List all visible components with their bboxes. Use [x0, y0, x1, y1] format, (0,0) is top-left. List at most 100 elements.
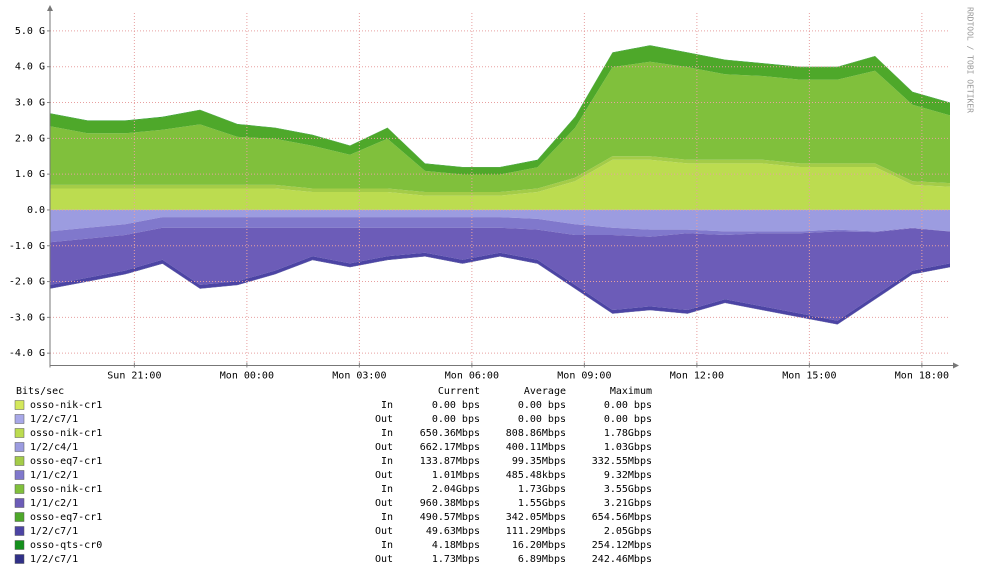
legend-current: 0.00 bps: [432, 414, 480, 425]
x-tick-label: Mon 09:00: [557, 371, 611, 382]
area: [50, 217, 950, 243]
y-tick-label: 1.0 G: [15, 169, 45, 180]
legend-name: osso-eq7-cr1: [30, 512, 102, 523]
legend-maximum: 242.46Mbps: [592, 554, 652, 565]
legend-swatch: [14, 484, 25, 494]
legend-swatch: [14, 512, 25, 522]
legend-maximum: 3.55Gbps: [604, 484, 652, 495]
x-tick-label: Mon 12:00: [670, 371, 724, 382]
side-note: RRDTOOL / TOBI OETIKER: [966, 7, 975, 113]
legend-swatch: [14, 400, 25, 410]
legend-average: 808.86Mbps: [506, 428, 566, 439]
legend-swatch: [14, 456, 25, 466]
area: [50, 159, 950, 210]
legend-current: 960.38Mbps: [420, 498, 480, 509]
legend-average: 16.20Mbps: [512, 540, 566, 551]
legend-maximum: 0.00 bps: [604, 414, 652, 425]
x-tick-label: Mon 06:00: [445, 371, 499, 382]
legend-current: 49.63Mbps: [426, 526, 480, 537]
legend-direction: Out: [375, 526, 393, 537]
legend-average: 0.00 bps: [518, 414, 566, 425]
x-tick-label: Mon 03:00: [332, 371, 386, 382]
legend-average: 99.35Mbps: [512, 456, 566, 467]
legend-average: 111.29Mbps: [506, 526, 566, 537]
legend-current: 650.36Mbps: [420, 428, 480, 439]
legend-current: 133.87Mbps: [420, 456, 480, 467]
legend-direction: Out: [375, 414, 393, 425]
legend-name: 1/2/c7/1: [30, 554, 78, 565]
x-tick-label: Mon 00:00: [220, 371, 274, 382]
y-tick-label: -3.0 G: [9, 312, 45, 323]
legend-current: 0.00 bps: [432, 400, 480, 411]
legend-current: 2.04Gbps: [432, 484, 480, 495]
legend-swatch: [14, 554, 25, 564]
legend-current: 662.17Mbps: [420, 442, 480, 453]
legend-current: 1.01Mbps: [432, 470, 480, 481]
legend-maximum: 2.05Gbps: [604, 526, 652, 537]
legend-swatch: [14, 414, 25, 424]
y-tick-label: 3.0 G: [15, 98, 45, 109]
legend-direction: Out: [375, 470, 393, 481]
legend-swatch: [14, 526, 25, 536]
y-tick-label: 0.0: [27, 205, 45, 216]
legend-average: 485.48kbps: [506, 470, 566, 481]
legend-maximum: 1.78Gbps: [604, 428, 652, 439]
legend-direction: In: [381, 484, 393, 495]
legend-direction: In: [381, 512, 393, 523]
legend-maximum: 1.03Gbps: [604, 442, 652, 453]
legend-unit: Bits/sec: [16, 386, 64, 397]
legend-maximum: 332.55Mbps: [592, 456, 652, 467]
legend-maximum: 9.32Mbps: [604, 470, 652, 481]
area: [50, 227, 950, 321]
legend-header: Average: [524, 386, 566, 397]
legend-current: 1.73Mbps: [432, 554, 480, 565]
legend-average: 6.89Mbps: [518, 554, 566, 565]
legend-name: osso-nik-cr1: [30, 428, 102, 439]
legend-swatch: [14, 428, 25, 438]
legend-maximum: 0.00 bps: [604, 400, 652, 411]
legend-average: 1.73Gbps: [518, 484, 566, 495]
y-tick-label: 4.0 G: [15, 62, 45, 73]
areas: [50, 45, 950, 325]
legend-average: 400.11Mbps: [506, 442, 566, 453]
area: [50, 252, 950, 325]
legend-swatch: [14, 540, 25, 550]
x-tick-label: Mon 18:00: [895, 371, 949, 382]
x-tick-label: Mon 15:00: [782, 371, 836, 382]
legend-current: 4.18Mbps: [432, 540, 480, 551]
legend-direction: In: [381, 428, 393, 439]
legend-swatch: [14, 470, 25, 480]
legend-swatch: [14, 498, 25, 508]
legend-name: osso-nik-cr1: [30, 484, 102, 495]
y-tick-label: -2.0 G: [9, 277, 45, 288]
legend-header: Maximum: [610, 386, 652, 397]
y-tick-label: -4.0 G: [9, 348, 45, 359]
area: [50, 156, 950, 196]
legend-name: osso-nik-cr1: [30, 400, 102, 411]
x-tick-label: Sun 21:00: [107, 371, 161, 382]
legend-name: 1/1/c2/1: [30, 470, 78, 481]
legend-maximum: 654.56Mbps: [592, 512, 652, 523]
legend-direction: Out: [375, 498, 393, 509]
legend-maximum: 254.12Mbps: [592, 540, 652, 551]
y-tick-label: 5.0 G: [15, 26, 45, 37]
legend-swatch: [14, 442, 25, 452]
legend-current: 490.57Mbps: [420, 512, 480, 523]
legend-name: 1/2/c7/1: [30, 414, 78, 425]
legend-direction: Out: [375, 554, 393, 565]
area: [50, 209, 950, 232]
legend-header: Current: [438, 386, 480, 397]
legend-direction: In: [381, 400, 393, 411]
area: [50, 61, 950, 193]
x-axis-arrow: [953, 362, 959, 369]
legend-average: 0.00 bps: [518, 400, 566, 411]
legend-direction: In: [381, 456, 393, 467]
y-tick-label: -1.0 G: [9, 241, 45, 252]
legend-maximum: 3.21Gbps: [604, 498, 652, 509]
legend-direction: In: [381, 540, 393, 551]
y-axis-arrow: [47, 5, 53, 11]
legend-name: 1/2/c4/1: [30, 442, 78, 453]
legend-name: osso-qts-cr0: [30, 540, 102, 551]
